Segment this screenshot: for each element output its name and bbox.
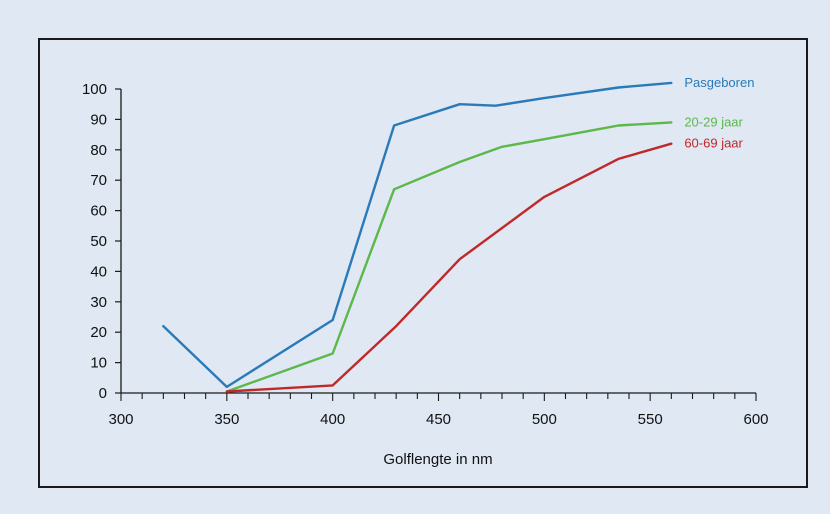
x-tick-label: 550: [638, 411, 663, 428]
y-tick-label: 20: [90, 324, 107, 341]
x-tick-label: 400: [320, 411, 345, 428]
x-tick-label: 300: [108, 411, 133, 428]
axes: 0 10 20 30 40 50 60 70 80 90 100 300 350 400 450 500 550…: [82, 81, 769, 428]
x-tick-label: 450: [426, 411, 451, 428]
y-tick-label: 40: [90, 263, 107, 280]
series-line-0: [162, 81, 673, 389]
x-tick-label: 350: [214, 411, 239, 428]
series-line-1: [225, 121, 673, 393]
series-line-2: [225, 142, 673, 393]
y-tick-label: 30: [90, 294, 107, 311]
legend: Pasgeboren 20-29 jaar 60-69 jaar: [684, 75, 754, 151]
y-tick-label: 10: [90, 355, 107, 372]
y-tick-label: 100: [82, 81, 107, 98]
x-axis-title: Golflengte in nm: [383, 451, 492, 468]
x-tick-label: 600: [743, 411, 768, 428]
x-tick-label: 500: [532, 411, 557, 428]
legend-label-2: 60-69 jaar: [684, 136, 743, 151]
y-tick-label: 0: [99, 385, 107, 402]
legend-label-0: Pasgeboren: [684, 75, 754, 90]
y-tick-label: 80: [90, 142, 107, 159]
y-tick-label: 60: [90, 203, 107, 220]
y-tick-label: 70: [90, 172, 107, 189]
y-tick-label: 90: [90, 111, 107, 128]
series-lines: [162, 81, 673, 393]
legend-label-1: 20-29 jaar: [684, 114, 743, 129]
chart-frame: [38, 38, 808, 488]
y-tick-label: 50: [90, 233, 107, 250]
